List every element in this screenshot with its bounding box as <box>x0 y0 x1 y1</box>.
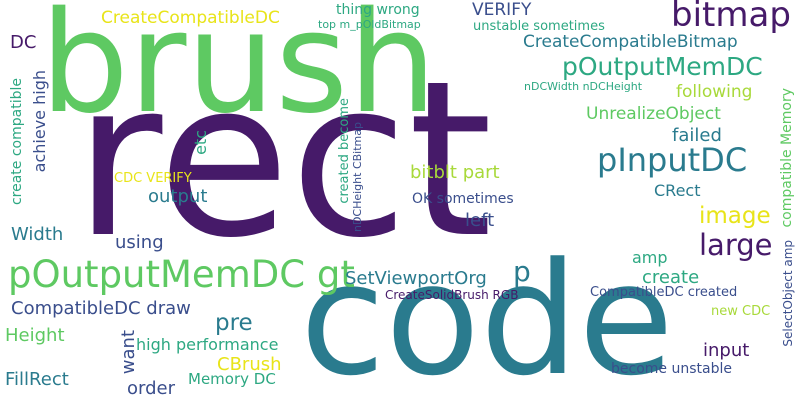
word-compatible-memory: compatible Memory <box>779 88 795 228</box>
word-achieve-high: achieve high <box>30 70 49 173</box>
word-create-compatible: create compatible <box>9 78 25 206</box>
word-dc: DC <box>10 32 37 53</box>
word-cdc-verify: CDC VERIFY <box>114 171 192 186</box>
word-ndc-height-cbitmap: nDCHeight CBitmap <box>351 122 364 233</box>
word-code: code <box>300 229 674 400</box>
word-output: output <box>148 186 208 207</box>
word-following: following <box>676 82 753 102</box>
word-p-input-dc: pInputDC <box>597 141 748 179</box>
word-failed: failed <box>672 125 722 146</box>
word-compatible-dc-created: CompatibleDC created <box>590 285 738 300</box>
word-using: using <box>115 232 164 253</box>
word-verify: VERIFY <box>472 0 532 20</box>
word-new-cdc: new CDC <box>711 304 771 319</box>
word-order: order <box>127 378 175 399</box>
word-create-compatible-dc: CreateCompatibleDC <box>101 8 280 28</box>
word-large: large <box>699 228 773 262</box>
word-crect: CRect <box>654 181 701 200</box>
word-input: input <box>703 340 750 361</box>
word-brush: brush <box>40 0 437 145</box>
word-bitblt-part: bitblt part <box>410 162 500 183</box>
word-ok-sometimes: OK sometimes <box>412 191 514 207</box>
word-create-solid-brush-rgb: CreateSolidBrush RGB <box>385 288 519 302</box>
word-p-output-mem-dc-gt: pOutputMemDC gt <box>8 253 355 296</box>
word-thing-wrong: thing wrong <box>336 2 420 18</box>
word-width: Width <box>11 224 64 245</box>
word-compatible-dc-draw: CompatibleDC draw <box>11 298 191 319</box>
word-cbrush: CBrush <box>217 354 282 375</box>
word-high-performance: high performance <box>136 335 279 354</box>
word-top-m-p-old-bitmap: top m_pOldBitmap <box>318 18 421 31</box>
word-fill-rect: FillRect <box>5 369 69 390</box>
word-image: image <box>699 203 771 229</box>
word-create-compatible-bitmap: CreateCompatibleBitmap <box>523 32 738 52</box>
word-p: p <box>513 255 531 288</box>
word-unstable-sometimes: unstable sometimes <box>473 19 605 34</box>
word-select-object-amp: SelectObject amp <box>781 240 795 347</box>
word-pre: pre <box>215 310 253 336</box>
word-left: left <box>465 210 495 231</box>
word-bitmap: bitmap <box>671 0 791 35</box>
word-amp: amp <box>632 248 668 267</box>
word-unrealize-object: UnrealizeObject <box>586 104 721 124</box>
word-memory-dc: Memory DC <box>188 370 276 388</box>
word-ndc-width-ndc-height: nDCWidth nDCHeight <box>524 80 643 93</box>
word-become-unstable: become unstable <box>611 361 732 377</box>
word-create: create <box>642 267 700 288</box>
word-rect: rect <box>74 34 493 285</box>
word-created-become: created become <box>337 98 352 204</box>
word-p-output-mem-dc-top: pOutputMemDC <box>562 52 763 81</box>
word-etc: etc <box>191 130 210 155</box>
word-height: Height <box>5 325 65 346</box>
word-set-viewport-org: SetViewportOrg <box>345 268 487 289</box>
